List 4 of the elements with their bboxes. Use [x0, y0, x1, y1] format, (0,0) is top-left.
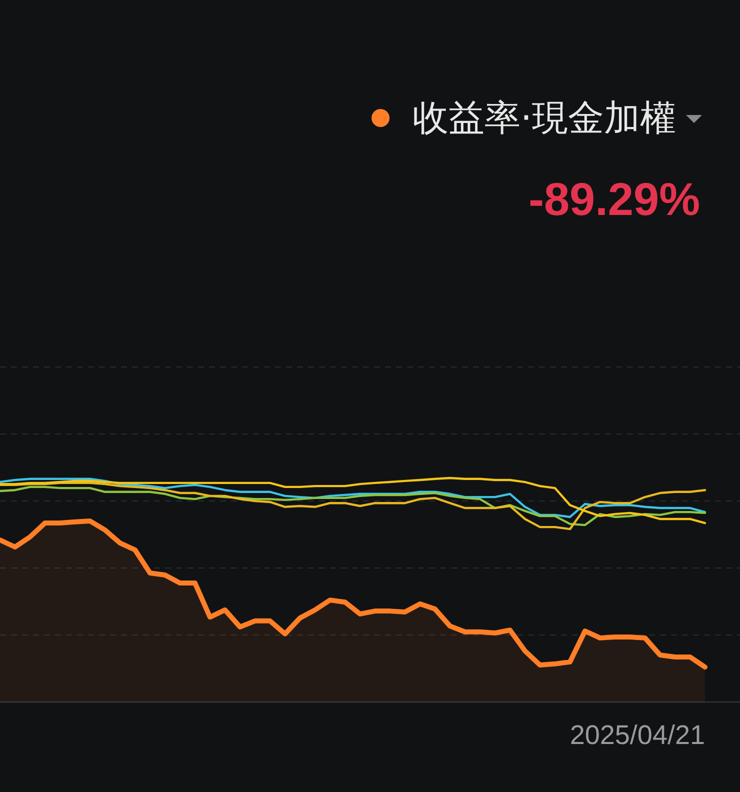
text: 2025/04/21 — [570, 720, 705, 750]
legend: 收益率·現金加權 — [372, 98, 702, 139]
legend-label: 收益率·現金加權 — [412, 98, 676, 139]
text: -89.29% — [528, 173, 700, 225]
